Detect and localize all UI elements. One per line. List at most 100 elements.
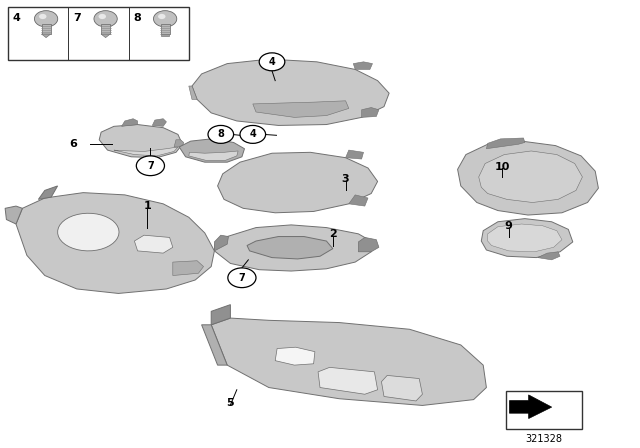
Text: 5: 5 bbox=[227, 398, 234, 408]
Polygon shape bbox=[211, 318, 486, 405]
Point bbox=[166, 27, 174, 33]
Polygon shape bbox=[346, 150, 364, 159]
Polygon shape bbox=[211, 305, 230, 325]
Polygon shape bbox=[214, 235, 228, 251]
Circle shape bbox=[35, 11, 58, 27]
Polygon shape bbox=[214, 132, 229, 140]
Text: 6: 6 bbox=[70, 139, 77, 149]
Polygon shape bbox=[174, 140, 184, 147]
Point bbox=[107, 27, 115, 33]
Point bbox=[97, 31, 104, 36]
Text: 3: 3 bbox=[342, 174, 349, 184]
Polygon shape bbox=[173, 261, 204, 276]
Point bbox=[97, 29, 104, 34]
Polygon shape bbox=[189, 151, 238, 160]
Text: 4: 4 bbox=[250, 129, 256, 139]
Polygon shape bbox=[353, 62, 372, 69]
Polygon shape bbox=[202, 325, 227, 365]
Point bbox=[37, 27, 45, 33]
Polygon shape bbox=[58, 213, 119, 251]
Polygon shape bbox=[218, 152, 378, 213]
Point bbox=[37, 31, 45, 36]
Circle shape bbox=[228, 268, 256, 288]
Point bbox=[166, 25, 174, 30]
Circle shape bbox=[259, 53, 285, 71]
Polygon shape bbox=[189, 86, 197, 99]
Polygon shape bbox=[458, 141, 598, 215]
Text: 7: 7 bbox=[239, 273, 245, 283]
Text: 8: 8 bbox=[218, 129, 224, 139]
Polygon shape bbox=[192, 59, 389, 125]
Point bbox=[47, 31, 55, 36]
Polygon shape bbox=[358, 237, 379, 252]
Polygon shape bbox=[99, 125, 182, 158]
Circle shape bbox=[99, 14, 106, 19]
Point bbox=[166, 29, 174, 34]
Text: 7: 7 bbox=[73, 13, 81, 23]
Polygon shape bbox=[38, 186, 58, 199]
Point bbox=[107, 23, 115, 29]
Point bbox=[97, 25, 104, 30]
Text: 7: 7 bbox=[147, 161, 154, 171]
Polygon shape bbox=[134, 235, 173, 253]
Point bbox=[47, 29, 55, 34]
Point bbox=[156, 25, 164, 30]
Point bbox=[97, 23, 104, 29]
Polygon shape bbox=[247, 237, 333, 259]
Text: 10: 10 bbox=[495, 162, 510, 172]
Circle shape bbox=[39, 14, 47, 19]
Circle shape bbox=[136, 156, 164, 176]
Circle shape bbox=[240, 125, 266, 143]
Point bbox=[166, 31, 174, 36]
Polygon shape bbox=[152, 119, 166, 126]
Point bbox=[47, 23, 55, 29]
Point bbox=[107, 29, 115, 34]
Point bbox=[97, 27, 104, 33]
Text: 4: 4 bbox=[12, 13, 20, 23]
Polygon shape bbox=[179, 139, 244, 162]
Text: 2: 2 bbox=[329, 229, 337, 239]
Point bbox=[166, 23, 174, 29]
Circle shape bbox=[154, 11, 177, 27]
Polygon shape bbox=[214, 225, 372, 271]
Polygon shape bbox=[486, 138, 525, 149]
Circle shape bbox=[158, 14, 166, 19]
Text: 9: 9 bbox=[505, 221, 513, 231]
Bar bbox=[161, 24, 170, 34]
Bar bbox=[8, 7, 189, 60]
Point bbox=[37, 25, 45, 30]
Point bbox=[47, 27, 55, 33]
Polygon shape bbox=[381, 375, 422, 401]
Polygon shape bbox=[42, 34, 51, 38]
Polygon shape bbox=[122, 119, 138, 126]
Polygon shape bbox=[488, 224, 562, 252]
Point bbox=[47, 25, 55, 30]
Point bbox=[156, 29, 164, 34]
Point bbox=[156, 23, 164, 29]
Text: 1: 1 bbox=[143, 201, 151, 211]
Point bbox=[107, 31, 115, 36]
Polygon shape bbox=[349, 195, 368, 206]
Bar bbox=[506, 391, 582, 429]
Text: 4: 4 bbox=[269, 57, 275, 67]
Polygon shape bbox=[253, 101, 349, 117]
Polygon shape bbox=[101, 34, 110, 38]
Bar bbox=[161, 34, 169, 36]
Point bbox=[37, 23, 45, 29]
Polygon shape bbox=[481, 219, 573, 258]
Point bbox=[156, 31, 164, 36]
Point bbox=[156, 27, 164, 33]
Circle shape bbox=[208, 125, 234, 143]
Polygon shape bbox=[114, 147, 178, 156]
Polygon shape bbox=[5, 206, 22, 224]
Polygon shape bbox=[16, 193, 214, 293]
Point bbox=[37, 29, 45, 34]
Point bbox=[107, 25, 115, 30]
Polygon shape bbox=[479, 151, 582, 202]
Text: 321328: 321328 bbox=[525, 434, 563, 444]
Polygon shape bbox=[275, 347, 315, 365]
Bar bbox=[42, 24, 51, 34]
Polygon shape bbox=[362, 108, 379, 117]
Text: 8: 8 bbox=[133, 13, 141, 23]
Bar bbox=[101, 24, 110, 34]
